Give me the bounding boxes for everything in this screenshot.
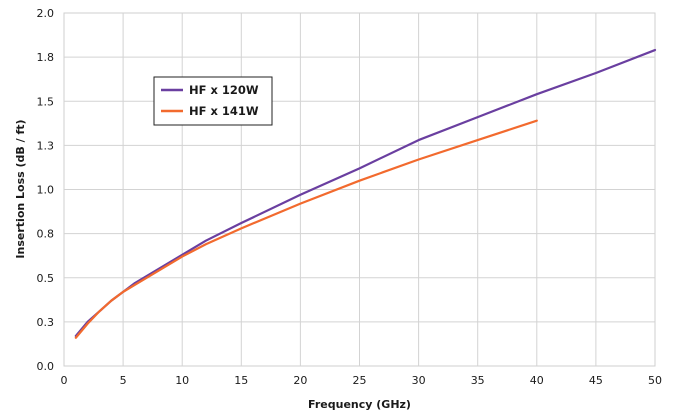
legend-box xyxy=(153,76,273,126)
y-tick-label: 1.0 xyxy=(37,184,55,197)
series-line-hf-x-141w xyxy=(74,119,538,339)
x-tick-label: 45 xyxy=(589,374,603,387)
y-axis-title: Insertion Loss (dB / ft) xyxy=(14,119,27,258)
x-tick-label: 0 xyxy=(61,374,68,387)
x-axis-title: Frequency (GHz) xyxy=(308,398,411,411)
x-tick-label: 25 xyxy=(353,374,367,387)
y-tick-label: 0.3 xyxy=(37,316,55,329)
x-tick-label: 5 xyxy=(120,374,127,387)
x-tick-label: 40 xyxy=(530,374,544,387)
y-tick-label: 2.0 xyxy=(37,7,55,20)
y-tick-label: 1.8 xyxy=(37,51,55,64)
x-tick-label: 30 xyxy=(412,374,426,387)
y-tick-label: 0.8 xyxy=(37,228,55,241)
x-tick-label: 15 xyxy=(234,374,248,387)
y-axis-ticks: 0.0 0.3 0.5 0.8 1.0 1.3 1.5 1.8 2.0 xyxy=(37,7,55,373)
x-tick-label: 50 xyxy=(648,374,662,387)
series-layer xyxy=(74,48,657,339)
x-axis-ticks: 0 5 10 15 20 25 30 35 40 45 50 xyxy=(61,374,663,387)
x-tick-label: 35 xyxy=(471,374,485,387)
legend-label-hf-141w: HF x 141W xyxy=(189,104,259,118)
y-tick-label: 0.5 xyxy=(37,272,55,285)
legend: HF x 120W HF x 141W xyxy=(153,76,273,126)
y-tick-label: 1.3 xyxy=(37,139,55,152)
y-tick-label: 0.0 xyxy=(37,360,55,373)
legend-label-hf-120w: HF x 120W xyxy=(189,83,259,97)
y-tick-label: 1.5 xyxy=(37,95,55,108)
x-tick-label: 10 xyxy=(175,374,189,387)
x-tick-label: 20 xyxy=(293,374,307,387)
